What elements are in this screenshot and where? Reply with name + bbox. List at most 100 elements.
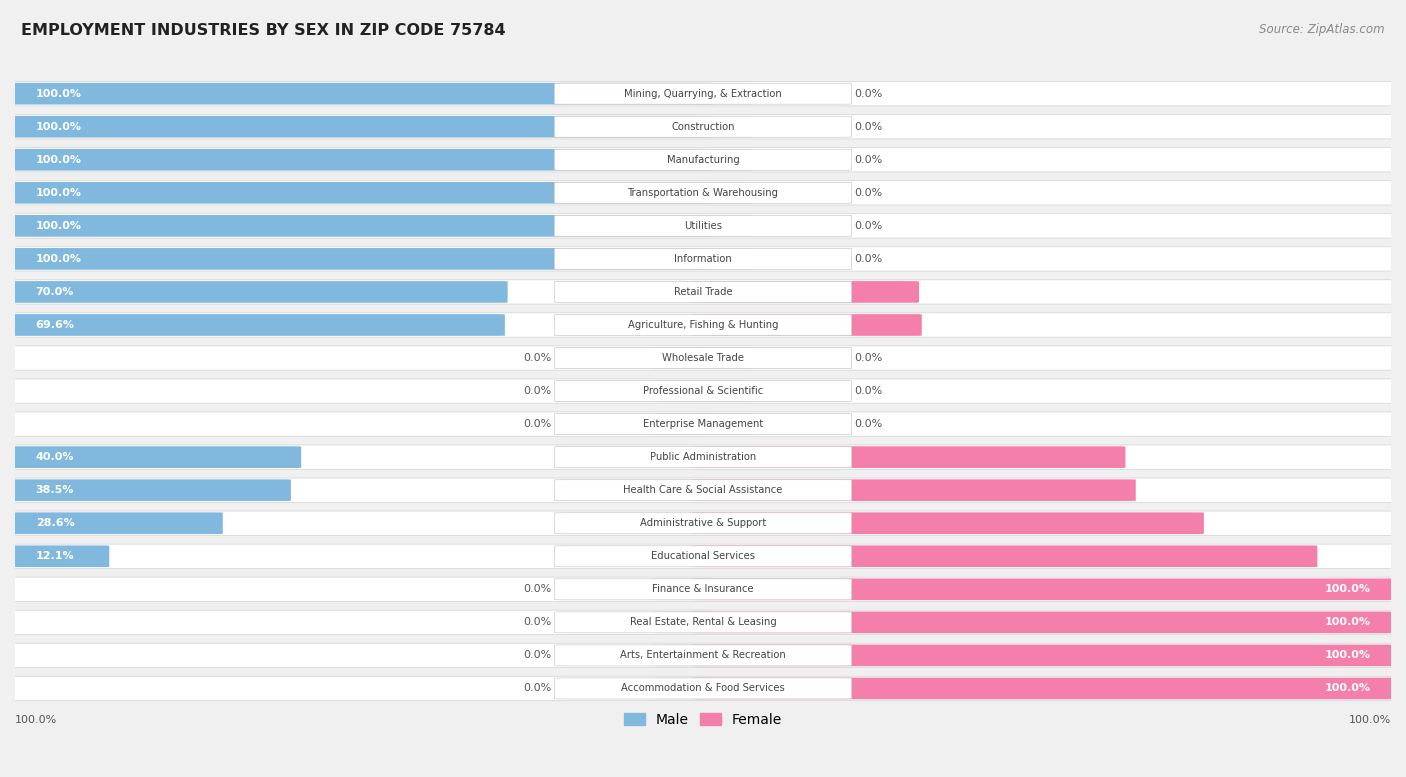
FancyBboxPatch shape [6,281,508,303]
FancyBboxPatch shape [6,545,110,567]
FancyBboxPatch shape [654,380,709,402]
Text: 100.0%: 100.0% [35,221,82,231]
Text: 100.0%: 100.0% [1324,650,1371,660]
FancyBboxPatch shape [4,148,1402,172]
Text: 100.0%: 100.0% [1324,618,1371,627]
FancyBboxPatch shape [4,82,1402,106]
FancyBboxPatch shape [692,578,1400,600]
Text: 12.1%: 12.1% [35,551,75,561]
Text: 100.0%: 100.0% [35,89,82,99]
FancyBboxPatch shape [554,479,852,500]
Text: Agriculture, Fishing & Hunting: Agriculture, Fishing & Hunting [627,320,779,330]
FancyBboxPatch shape [554,447,852,468]
Text: Manufacturing: Manufacturing [666,155,740,165]
FancyBboxPatch shape [4,643,1402,667]
FancyBboxPatch shape [6,215,714,237]
FancyBboxPatch shape [654,347,709,369]
FancyBboxPatch shape [4,511,1402,535]
Text: 0.0%: 0.0% [523,618,551,627]
Text: 100.0%: 100.0% [35,122,82,132]
FancyBboxPatch shape [554,215,852,236]
Text: Educational Services: Educational Services [651,551,755,561]
FancyBboxPatch shape [6,248,714,270]
FancyBboxPatch shape [697,347,752,369]
Text: Accommodation & Food Services: Accommodation & Food Services [621,684,785,693]
FancyBboxPatch shape [697,83,752,104]
FancyBboxPatch shape [697,116,752,138]
Text: 0.0%: 0.0% [523,650,551,660]
FancyBboxPatch shape [4,313,1402,337]
FancyBboxPatch shape [697,248,752,270]
FancyBboxPatch shape [4,280,1402,304]
Text: Administrative & Support: Administrative & Support [640,518,766,528]
Text: 70.0%: 70.0% [35,287,75,297]
Text: 87.9%: 87.9% [1331,551,1371,561]
FancyBboxPatch shape [554,315,852,336]
FancyBboxPatch shape [4,214,1402,238]
FancyBboxPatch shape [4,577,1402,601]
Text: Construction: Construction [671,122,735,132]
FancyBboxPatch shape [4,610,1402,635]
FancyBboxPatch shape [6,512,222,534]
Text: 0.0%: 0.0% [523,584,551,594]
FancyBboxPatch shape [554,381,852,402]
FancyBboxPatch shape [554,413,852,434]
FancyBboxPatch shape [6,116,714,138]
FancyBboxPatch shape [6,83,714,105]
FancyBboxPatch shape [4,445,1402,469]
Text: Utilities: Utilities [683,221,723,231]
Text: 100.0%: 100.0% [35,155,82,165]
Text: 0.0%: 0.0% [855,353,883,363]
Text: 100.0%: 100.0% [1324,584,1371,594]
Text: 100.0%: 100.0% [35,254,82,264]
Text: 38.5%: 38.5% [35,485,75,495]
FancyBboxPatch shape [554,117,852,138]
FancyBboxPatch shape [554,149,852,170]
FancyBboxPatch shape [4,544,1402,569]
Text: Enterprise Management: Enterprise Management [643,419,763,429]
FancyBboxPatch shape [697,215,752,236]
FancyBboxPatch shape [654,678,709,699]
FancyBboxPatch shape [654,579,709,600]
Text: 100.0%: 100.0% [1324,684,1371,693]
Text: Transportation & Warehousing: Transportation & Warehousing [627,188,779,198]
Text: 100.0%: 100.0% [1348,715,1391,725]
FancyBboxPatch shape [692,645,1400,666]
FancyBboxPatch shape [697,380,752,402]
FancyBboxPatch shape [692,281,920,303]
Text: 100.0%: 100.0% [35,188,82,198]
FancyBboxPatch shape [6,149,714,171]
Text: 100.0%: 100.0% [15,715,58,725]
Text: 0.0%: 0.0% [855,254,883,264]
FancyBboxPatch shape [692,545,1317,567]
FancyBboxPatch shape [4,247,1402,271]
Text: Information: Information [673,254,733,264]
FancyBboxPatch shape [4,676,1402,701]
Text: 69.6%: 69.6% [35,320,75,330]
FancyBboxPatch shape [554,678,852,699]
Text: 0.0%: 0.0% [855,122,883,132]
Text: Source: ZipAtlas.com: Source: ZipAtlas.com [1260,23,1385,37]
FancyBboxPatch shape [4,379,1402,403]
FancyBboxPatch shape [4,478,1402,503]
Text: 0.0%: 0.0% [523,419,551,429]
FancyBboxPatch shape [554,545,852,566]
Legend: Male, Female: Male, Female [619,707,787,733]
Text: Mining, Quarrying, & Extraction: Mining, Quarrying, & Extraction [624,89,782,99]
Text: Arts, Entertainment & Recreation: Arts, Entertainment & Recreation [620,650,786,660]
FancyBboxPatch shape [692,611,1400,633]
FancyBboxPatch shape [554,347,852,368]
FancyBboxPatch shape [692,479,1136,501]
FancyBboxPatch shape [697,149,752,170]
Text: EMPLOYMENT INDUSTRIES BY SEX IN ZIP CODE 75784: EMPLOYMENT INDUSTRIES BY SEX IN ZIP CODE… [21,23,506,38]
FancyBboxPatch shape [692,314,922,336]
Text: 0.0%: 0.0% [855,221,883,231]
Text: 0.0%: 0.0% [855,386,883,396]
FancyBboxPatch shape [692,446,1125,468]
FancyBboxPatch shape [554,183,852,204]
Text: 0.0%: 0.0% [855,89,883,99]
Text: 60.0%: 60.0% [1331,452,1371,462]
Text: 0.0%: 0.0% [523,386,551,396]
FancyBboxPatch shape [697,413,752,435]
FancyBboxPatch shape [692,512,1204,534]
